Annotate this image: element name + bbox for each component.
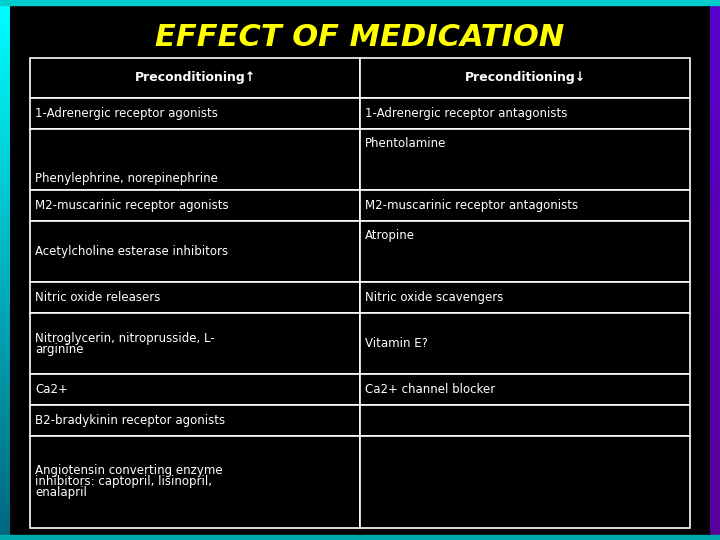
Text: inhibitors: captopril, lisinopril,: inhibitors: captopril, lisinopril, (35, 475, 212, 488)
Text: Preconditioning↓: Preconditioning↓ (464, 71, 585, 84)
Bar (30, 405, 360, 436)
Bar (30, 313, 360, 374)
Bar (30, 282, 360, 313)
Bar (30, 436, 360, 528)
Text: arginine: arginine (35, 343, 84, 356)
Bar (30, 98, 360, 129)
Text: Phenylephrine, norepinephrine: Phenylephrine, norepinephrine (35, 172, 218, 185)
Bar (360, 58, 690, 98)
Bar (360, 221, 690, 282)
Bar (360, 313, 690, 374)
Text: enalapril: enalapril (35, 487, 87, 500)
Bar (360, 190, 690, 221)
Bar (360, 98, 690, 129)
Bar (360, 405, 690, 436)
Bar (360, 374, 690, 405)
Text: B2-bradykinin receptor agonists: B2-bradykinin receptor agonists (35, 414, 225, 427)
Bar (30, 221, 360, 282)
Text: 1-Adrenergic receptor agonists: 1-Adrenergic receptor agonists (35, 107, 218, 120)
Text: 1-Adrenergic receptor antagonists: 1-Adrenergic receptor antagonists (365, 107, 567, 120)
Text: Preconditioning↑: Preconditioning↑ (135, 71, 256, 84)
Bar (360, 436, 690, 528)
Bar (30, 374, 360, 405)
Text: Nitroglycerin, nitroprusside, L-: Nitroglycerin, nitroprusside, L- (35, 332, 215, 345)
Text: Ca2+: Ca2+ (35, 383, 68, 396)
Text: Acetylcholine esterase inhibitors: Acetylcholine esterase inhibitors (35, 245, 228, 258)
Text: EFFECT OF MEDICATION: EFFECT OF MEDICATION (156, 24, 564, 52)
Bar (30, 190, 360, 221)
Text: Atropine: Atropine (365, 229, 415, 242)
Text: Angiotensin converting enzyme: Angiotensin converting enzyme (35, 464, 222, 477)
Text: Phentolamine: Phentolamine (365, 137, 446, 150)
Bar (0, 0, 720, 5)
Bar (30, 129, 360, 190)
Text: Vitamin E?: Vitamin E? (365, 337, 428, 350)
Text: M2-muscarinic receptor agonists: M2-muscarinic receptor agonists (35, 199, 229, 212)
Bar (360, 129, 690, 190)
Text: M2-muscarinic receptor antagonists: M2-muscarinic receptor antagonists (365, 199, 578, 212)
Bar (30, 58, 360, 98)
Text: Ca2+ channel blocker: Ca2+ channel blocker (365, 383, 495, 396)
Bar (0, 535, 720, 540)
Text: Nitric oxide scavengers: Nitric oxide scavengers (365, 291, 503, 304)
Text: Nitric oxide releasers: Nitric oxide releasers (35, 291, 161, 304)
Bar (360, 282, 690, 313)
